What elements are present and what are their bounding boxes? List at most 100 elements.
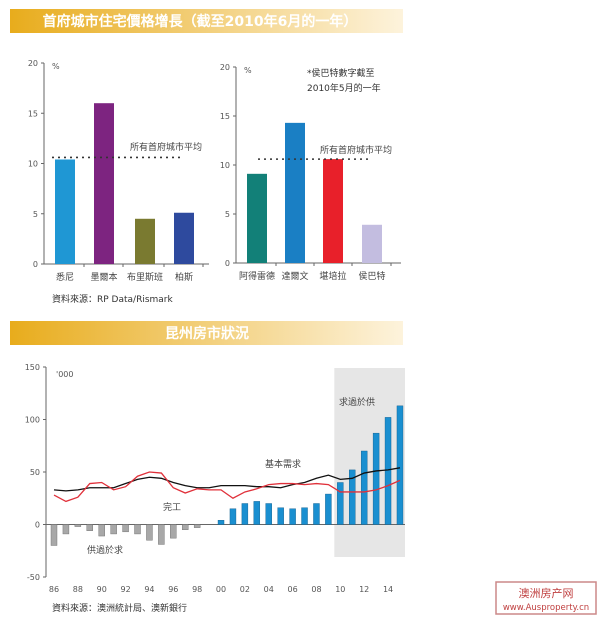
source-top: 資料來源：RP Data/Rismark [52, 293, 173, 305]
x-tick-label: 00 [216, 585, 226, 594]
surplus-bar [86, 524, 93, 531]
x-tick-label: 90 [97, 585, 107, 594]
surplus-bar [241, 503, 249, 525]
x-tick-label: 12 [359, 585, 369, 594]
series-line [53, 471, 401, 503]
surplus-bar [62, 524, 70, 535]
annotation-hobart-1: *侯巴特數字截至 [307, 67, 375, 79]
y-tick-label: 150 [25, 363, 40, 372]
unit-label: % [244, 66, 252, 75]
surplus-bar [265, 503, 272, 525]
bar [285, 122, 305, 263]
x-tick-label: 10 [335, 585, 345, 594]
y-tick-label: 20 [220, 63, 230, 72]
x-tick-label: 06 [288, 585, 298, 594]
y-tick-label: -50 [27, 573, 40, 582]
average-label: 所有首府城市平均 [130, 141, 202, 153]
surplus-bar [182, 524, 189, 530]
y-tick-label: 10 [28, 160, 38, 169]
surplus-bar [158, 524, 165, 545]
chart-bottom: -50 0 50 100 150 '000 86 88 90 92 94 96 98 00 02 04 06 08… [25, 363, 405, 594]
average-label: 所有首府城市平均 [320, 144, 392, 156]
surplus-bar [337, 482, 344, 525]
surplus-bar [98, 524, 105, 537]
x-tick-label: 04 [264, 585, 274, 594]
surplus-bar [122, 524, 129, 533]
source-bottom: 資料來源：澳洲統計局、澳新銀行 [52, 602, 187, 614]
surplus-bar [301, 507, 308, 525]
watermark-stamp: 澳洲房产网 www.Ausproperty.cn [495, 581, 597, 615]
category-label: 侯巴特 [358, 270, 385, 282]
chart-left: 0 5 10 15 20 % 悉尼 墨爾本 布里斯班 柏斯 所有首府城市平均 [28, 59, 209, 283]
surplus-bar [110, 524, 117, 535]
y-tick-label: 15 [28, 109, 38, 118]
x-tick-label: 14 [383, 585, 393, 594]
surplus-bar [372, 432, 380, 525]
header2-title: 昆州房市狀況 [165, 325, 249, 342]
surplus-bar [360, 450, 368, 525]
category-label: 布里斯班 [127, 271, 163, 283]
x-tick-label: 98 [192, 585, 202, 594]
surplus-bar [146, 524, 153, 541]
bar [94, 103, 114, 264]
bar [362, 224, 382, 263]
surplus-bar [50, 524, 58, 546]
unit-label: '000 [56, 370, 73, 379]
y-tick-label: 5 [225, 210, 230, 219]
bar [174, 212, 194, 264]
y-tick-label: 0 [33, 260, 38, 269]
category-label: 達爾文 [281, 270, 308, 282]
surplus-bar [217, 520, 225, 525]
surplus-bar [313, 503, 320, 525]
surplus-bar [253, 501, 261, 525]
watermark-line2: www.Ausproperty.cn [503, 603, 589, 613]
forecast-shade [334, 368, 405, 557]
category-label: 堪培拉 [319, 270, 346, 282]
header1-bar [10, 9, 403, 33]
chart-right: 0 5 10 15 20 % 阿得雷德 達爾文 堪培拉 侯巴特 所有首府城市平均 [220, 63, 401, 282]
annotation-hobart-2: 2010年5月的一年 [307, 82, 381, 94]
y-tick-label: 50 [30, 468, 40, 477]
surplus-bar [277, 507, 284, 525]
annotation-surplus: 求過於供 [339, 396, 375, 408]
bar [135, 218, 155, 264]
surplus-bar [325, 493, 332, 525]
x-tick-label: 02 [240, 585, 250, 594]
surplus-bar [170, 524, 177, 539]
annotation-deficit: 供過於求 [87, 544, 123, 556]
category-label: 墨爾本 [90, 271, 117, 283]
surplus-bar [384, 417, 392, 525]
surplus-bar [134, 524, 141, 535]
category-label: 柏斯 [175, 271, 193, 283]
bar [323, 159, 343, 263]
y-tick-label: 10 [220, 161, 230, 170]
series-line [53, 467, 401, 492]
x-tick-label: 08 [311, 585, 321, 594]
category-label: 阿得雷德 [239, 270, 275, 282]
unit-label: % [52, 62, 60, 71]
surplus-bar [289, 508, 296, 525]
y-tick-label: 5 [33, 210, 38, 219]
surplus-bar [229, 508, 237, 525]
category-label: 悉尼 [56, 271, 74, 283]
bar [247, 173, 267, 263]
bar [55, 159, 75, 264]
y-tick-label: 0 [225, 259, 230, 268]
header2-bar [10, 321, 403, 345]
header1-title: 首府城市住宅價格增長（截至2010年6月的一年） [43, 13, 358, 30]
y-tick-label: 15 [220, 112, 230, 121]
series-label-completions: 完工 [163, 501, 181, 513]
y-tick-label: 100 [25, 416, 40, 425]
x-tick-label: 86 [49, 585, 59, 594]
surplus-bar [396, 405, 404, 525]
x-tick-label: 96 [168, 585, 178, 594]
y-tick-label: 0 [35, 521, 40, 530]
x-tick-label: 88 [73, 585, 83, 594]
x-tick-label: 94 [144, 585, 154, 594]
y-tick-label: 20 [28, 59, 38, 68]
watermark-line1: 澳洲房产网 [519, 586, 574, 600]
surplus-bar [349, 469, 356, 525]
surplus-bar [193, 524, 201, 528]
surplus-bar [74, 524, 82, 527]
